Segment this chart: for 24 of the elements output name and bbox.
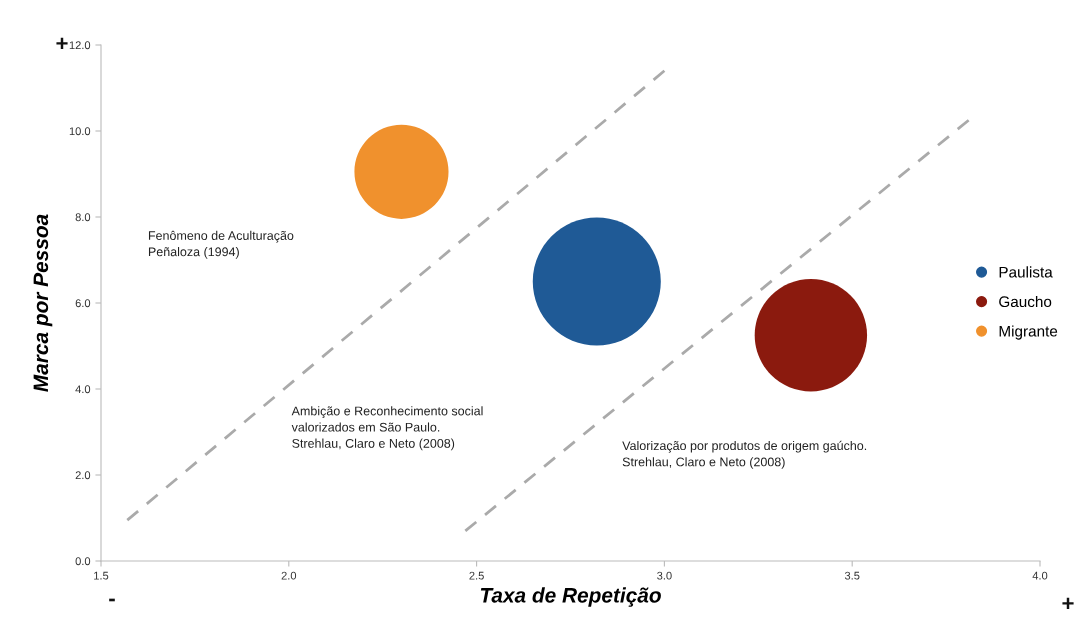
annotation: Valorização por produtos de origem gaúcho. Strehlau, Claro e Neto (2008) — [622, 440, 867, 469]
legend-label: Gaucho — [999, 295, 1052, 308]
y-tick-label: 6.0 — [75, 299, 91, 308]
y-tick-label: 4.0 — [75, 385, 91, 394]
x-tick-label: 2.0 — [281, 571, 297, 580]
y-tick-label: 12.0 — [69, 41, 91, 50]
y-axis-title: Marca por Pessoa — [33, 214, 53, 392]
x-tick-label: 3.0 — [657, 571, 672, 580]
text: + — [1062, 597, 1074, 609]
legend-label: Migrante — [999, 325, 1058, 340]
text: + — [56, 37, 68, 49]
x-tick-label: 1.5 — [94, 571, 109, 580]
y-tick-label: 8.0 — [75, 213, 91, 222]
x-axis-title: Taxa de Repetição — [480, 587, 661, 607]
x-tick-label: 4.0 — [1032, 571, 1048, 580]
x-tick-label: 2.5 — [469, 571, 484, 580]
y-tick-label: 0.0 — [75, 557, 91, 566]
annotation: Fenômeno de Aculturação Peñaloza (1994) — [148, 230, 294, 259]
y-tick-label: 10.0 — [69, 127, 91, 136]
annotation: Ambição e Reconhecimento social valorizados em São Paulo. Strehlau, Claro e Neto (2008) — [291, 406, 483, 451]
text: - — [109, 598, 115, 602]
legend-label: Paulista — [999, 266, 1053, 278]
y-tick-label: 2.0 — [75, 471, 91, 480]
x-tick-label: 3.5 — [844, 571, 860, 580]
